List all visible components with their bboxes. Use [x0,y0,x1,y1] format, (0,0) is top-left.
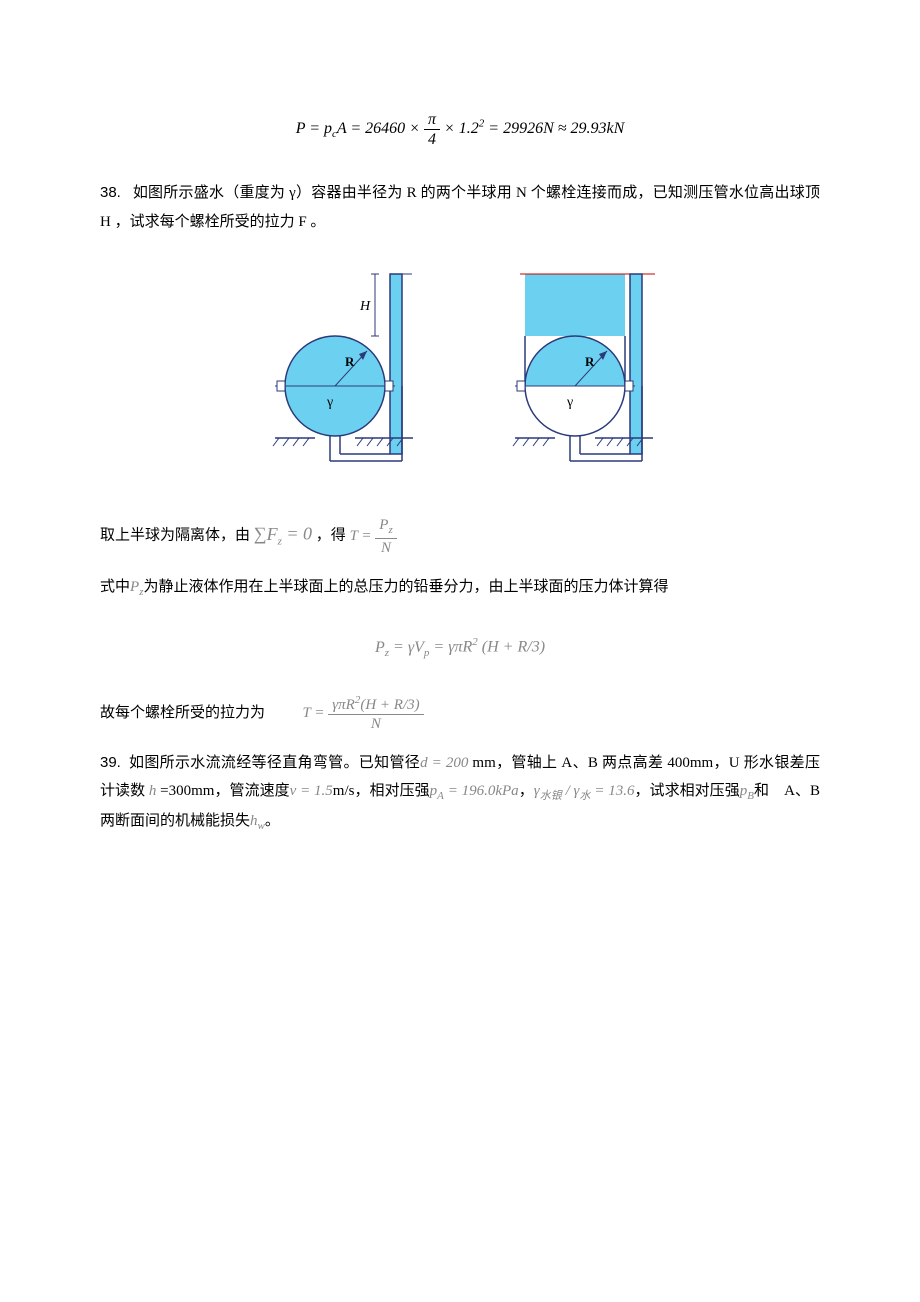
eq-sumFz: ∑Fz = 0 [254,524,312,544]
q39-t5: ， [519,783,534,799]
q38-figure-left: H R γ [245,266,435,476]
sym-ratio: γ水银 / γ水 = 13.6 [534,783,635,799]
q38-step2-pre: 式中 [100,579,130,595]
q39-t6: ，试求相对压强 [634,783,739,799]
sym-pB: pB [740,783,754,799]
q38-step1-pre: 取上半球为隔离体，由 [100,528,254,544]
svg-text:H: H [359,299,371,314]
sym-v: v = 1.5 [290,783,333,799]
q38-step3: 故每个螺栓所受的拉力为 T = γπR2(H + R/3) N [100,694,820,733]
q38-step3-pre: 故每个螺栓所受的拉力为 [100,705,265,721]
q38-figure-right: R γ [485,266,675,476]
q39-t1: 如图所示水流流经等径直角弯管。已知管径 [129,755,420,771]
q38-step1: 取上半球为隔离体，由 ∑Fz = 0 ，得 T = PzN [100,516,820,556]
q38-number: 38. [100,184,121,201]
sym-hw: hw [250,813,265,829]
eq-Pz: Pz = γVp = γπR2 (H + R/3) [100,632,820,663]
svg-text:γ: γ [566,395,573,410]
q38-step1-mid: ，得 [316,528,346,544]
eq-T-PzN: T = PzN [350,528,397,544]
svg-text:R: R [345,354,355,369]
svg-text:γ: γ [326,395,333,410]
q39-t3: =300mm，管流速度 [156,783,289,799]
sym-d: d = 200 [420,755,468,771]
q38-step2-post: 为静止液体作用在上半球面上的总压力的铅垂分力，由上半球面的压力体计算得 [143,579,668,595]
eq-T-final: T = γπR2(H + R/3) N [303,705,424,721]
q38-prompt: 38. 如图所示盛水（重度为 γ）容器由半径为 R 的两个半球用 N 个螺栓连接… [100,179,820,236]
eq-previous: P = pcA = 26460 × π4 × 1.22 = 29926N ≈ 2… [100,110,820,149]
sym-Pz: Pz [130,579,143,595]
q39-prompt: 39. 如图所示水流流经等径直角弯管。已知管径d = 200 mm，管轴上 A、… [100,749,820,837]
q39-t4: m/s，相对压强 [333,783,430,799]
eq-P: P = pcA = 26460 × π4 × 1.22 = 29926N ≈ 2… [296,120,625,137]
svg-text:R: R [585,354,595,369]
q38-figures: H R γ [100,266,820,476]
q39-t8: 。 [265,813,280,829]
q38-step2: 式中Pz为静止液体作用在上半球面上的总压力的铅垂分力，由上半球面的压力体计算得 [100,573,820,603]
q38-text: 如图所示盛水（重度为 γ）容器由半径为 R 的两个半球用 N 个螺栓连接而成，已… [100,185,820,230]
q39-number: 39. [100,754,121,771]
sym-pA: pA = 196.0kPa [430,783,519,799]
